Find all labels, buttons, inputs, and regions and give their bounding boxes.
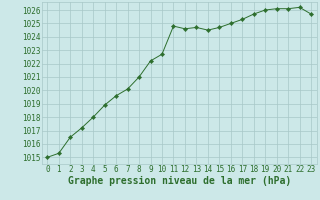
X-axis label: Graphe pression niveau de la mer (hPa): Graphe pression niveau de la mer (hPa) — [68, 176, 291, 186]
